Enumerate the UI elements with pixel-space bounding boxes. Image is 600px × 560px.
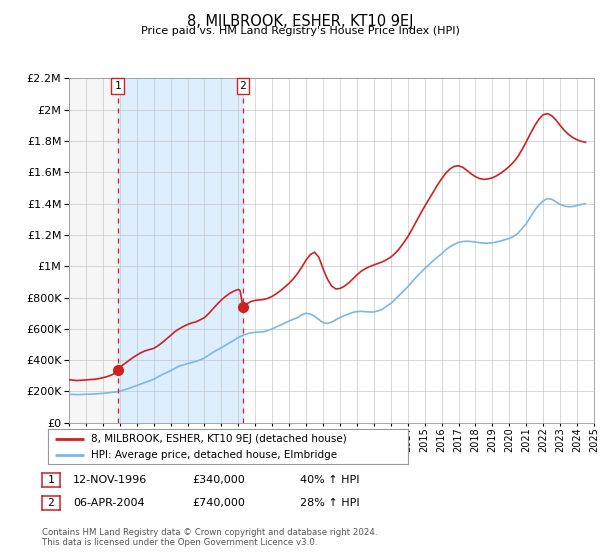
Text: Price paid vs. HM Land Registry's House Price Index (HPI): Price paid vs. HM Land Registry's House … [140, 26, 460, 36]
Bar [69, 78, 118, 423]
Text: 1: 1 [114, 81, 121, 91]
Text: 8, MILBROOK, ESHER, KT10 9EJ: 8, MILBROOK, ESHER, KT10 9EJ [187, 14, 413, 29]
Text: 2: 2 [47, 498, 55, 507]
Text: £340,000: £340,000 [192, 475, 245, 485]
Text: 1: 1 [47, 475, 55, 485]
Text: 2: 2 [239, 81, 247, 91]
Text: 8, MILBROOK, ESHER, KT10 9EJ (detached house): 8, MILBROOK, ESHER, KT10 9EJ (detached h… [91, 433, 347, 444]
Text: HPI: Average price, detached house, Elmbridge: HPI: Average price, detached house, Elmb… [91, 450, 337, 460]
Text: Contains HM Land Registry data © Crown copyright and database right 2024.
This d: Contains HM Land Registry data © Crown c… [42, 528, 377, 547]
Text: 12-NOV-1996: 12-NOV-1996 [73, 475, 148, 485]
Text: £740,000: £740,000 [192, 498, 245, 507]
Text: 40% ↑ HPI: 40% ↑ HPI [300, 475, 359, 485]
Bar [69, 78, 118, 423]
Text: 28% ↑ HPI: 28% ↑ HPI [300, 498, 359, 507]
Bar [118, 78, 243, 423]
Text: 06-APR-2004: 06-APR-2004 [73, 498, 145, 507]
